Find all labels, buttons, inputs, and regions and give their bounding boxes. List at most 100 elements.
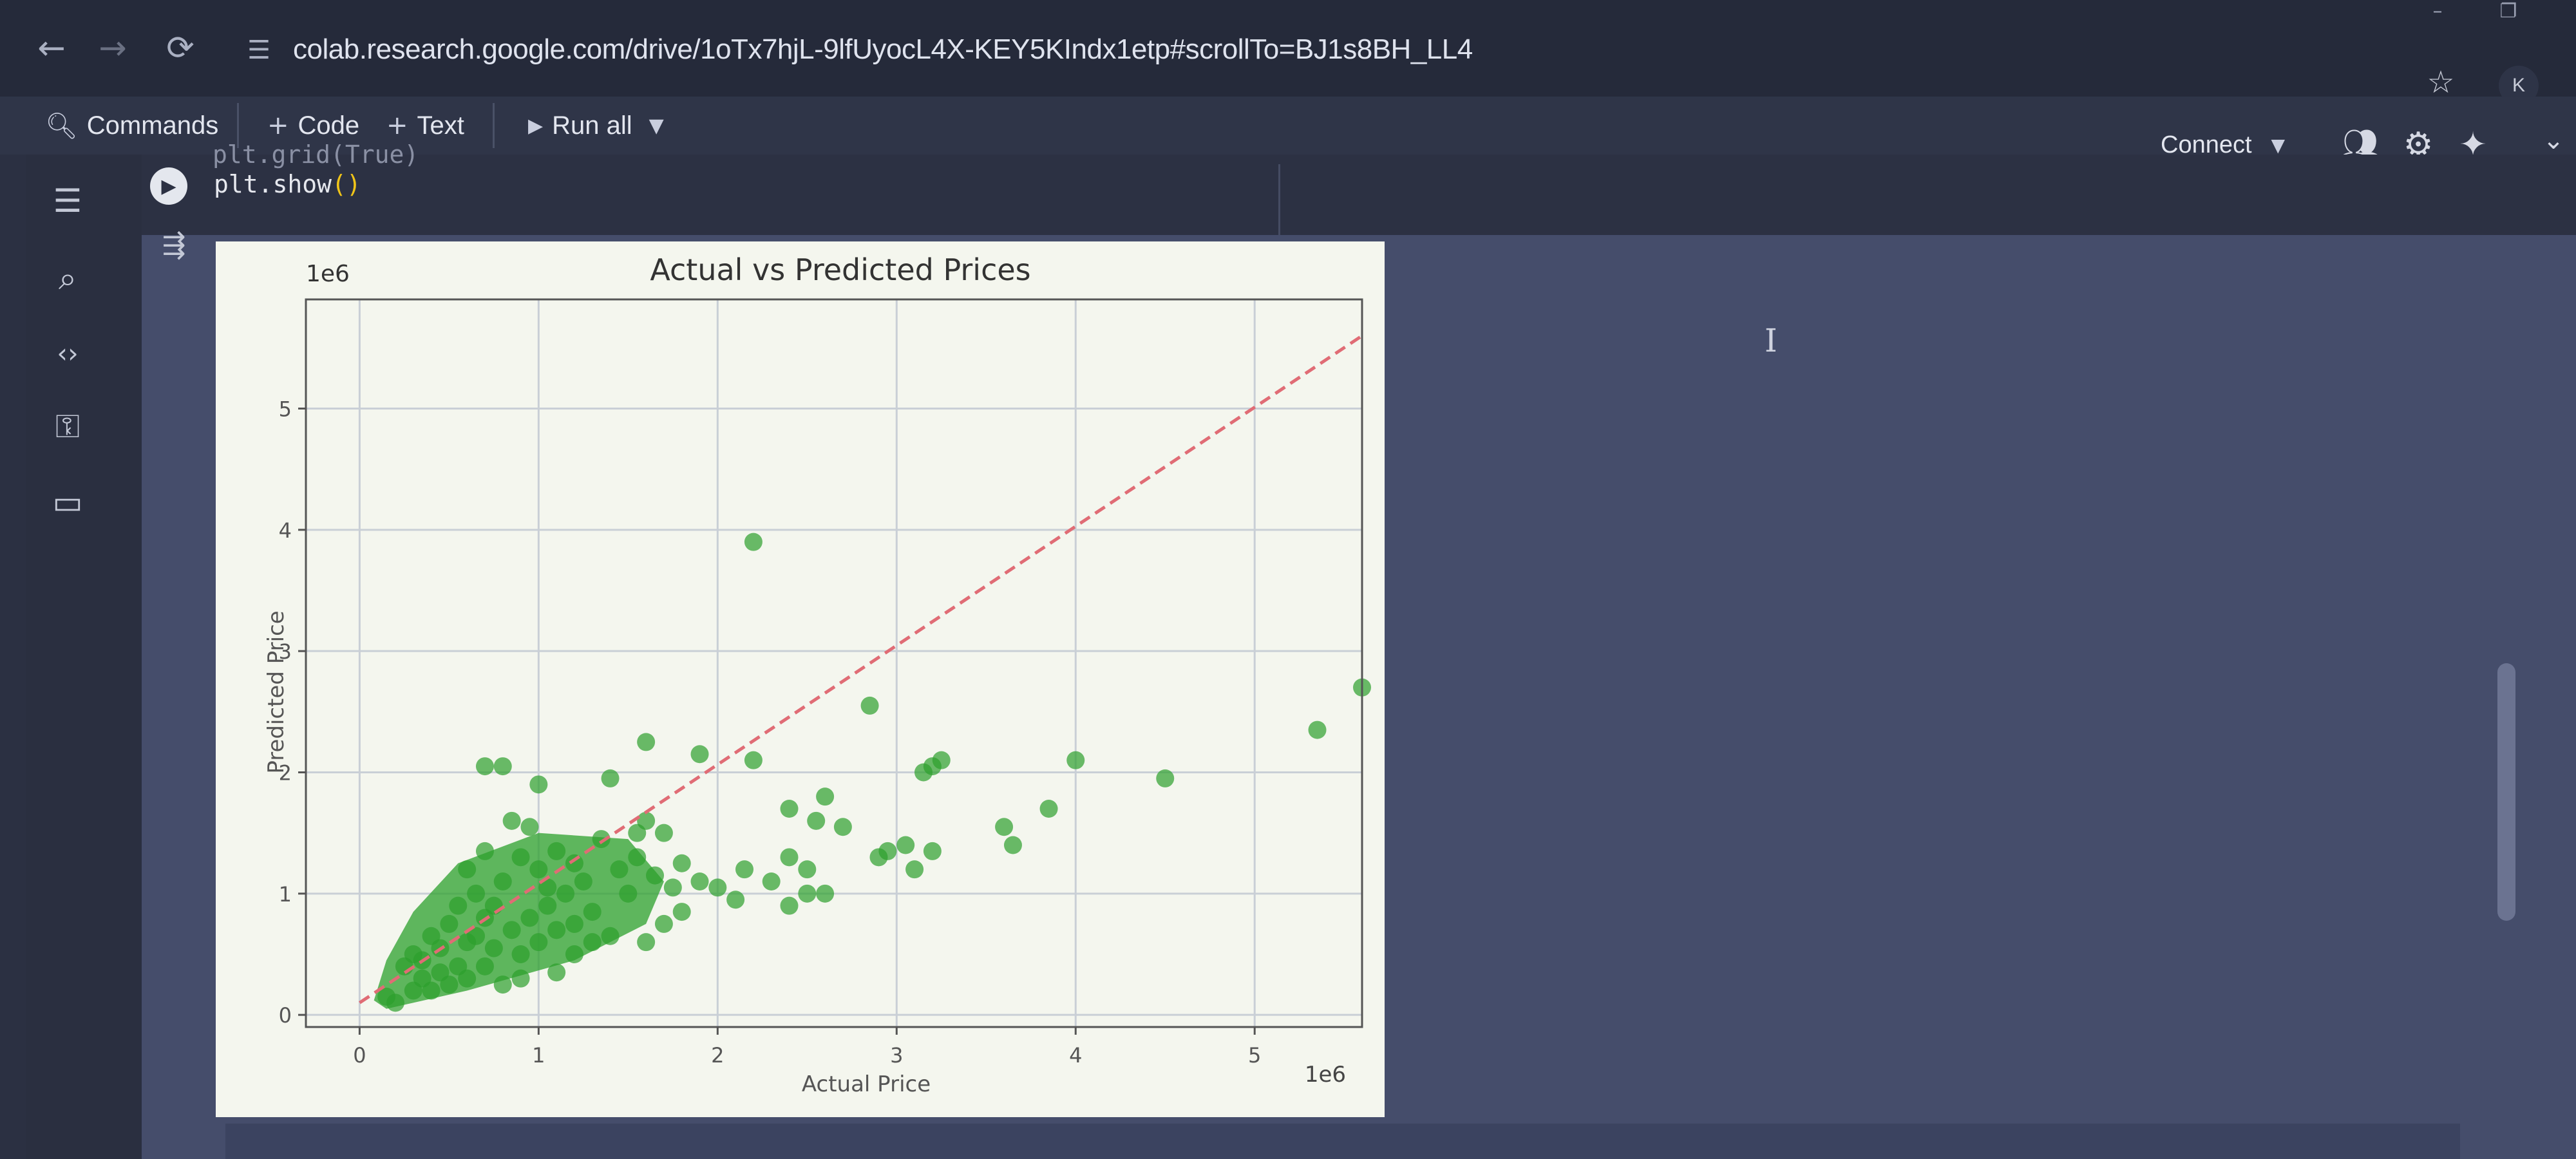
bookmark-star-icon[interactable]: ☆ <box>2427 64 2455 100</box>
data-point <box>780 800 799 818</box>
data-point <box>744 532 762 551</box>
run-all-label: Run all <box>552 111 632 140</box>
data-point <box>583 903 601 921</box>
data-point <box>440 914 459 933</box>
data-point <box>493 872 512 890</box>
data-point <box>511 945 530 963</box>
run-all-button[interactable]: ▶ Run all ▼ <box>528 106 673 145</box>
data-point <box>475 842 494 860</box>
folder-icon[interactable]: ▭ <box>52 484 83 521</box>
data-point <box>762 872 781 890</box>
data-point <box>449 896 468 915</box>
data-point <box>816 787 835 806</box>
key-icon[interactable]: ⚿ <box>55 407 80 445</box>
data-point <box>637 933 656 952</box>
commands-label: Commands <box>86 111 219 140</box>
x-axis-label: Actual Price <box>802 1071 931 1097</box>
find-replace-icon[interactable]: ⌕ <box>59 259 77 297</box>
toolbar-divider <box>493 103 495 148</box>
data-point <box>601 927 620 945</box>
data-point <box>458 860 477 879</box>
data-point <box>395 957 413 975</box>
forward-icon[interactable]: → <box>99 29 127 68</box>
run-cell-button[interactable]: ▶ <box>150 167 187 205</box>
reference-line-layer <box>359 334 1363 1004</box>
data-point <box>610 860 629 879</box>
data-point <box>574 872 592 890</box>
code-label: Code <box>298 111 360 140</box>
data-point <box>744 751 762 769</box>
data-point <box>556 884 575 903</box>
data-point <box>565 914 583 933</box>
data-point <box>493 757 512 776</box>
text-label: Text <box>417 111 464 140</box>
plus-icon: + <box>267 111 289 140</box>
data-point <box>520 909 539 927</box>
data-point <box>529 933 548 952</box>
code-snippets-icon[interactable]: ‹› <box>57 337 79 369</box>
back-icon[interactable]: ← <box>37 29 66 68</box>
x-tick-label: 0 <box>353 1043 366 1068</box>
address-bar-url[interactable]: colab.research.google.com/drive/1oTx7hjL… <box>293 33 1473 65</box>
y-tick-label: 3 <box>279 639 292 664</box>
table-of-contents-icon[interactable]: ☰ <box>53 182 82 220</box>
code-line[interactable]: plt.show() <box>214 170 361 198</box>
text-cursor-icon: I <box>1765 322 1777 359</box>
plot-border <box>305 298 1363 1028</box>
play-icon: ▶ <box>528 114 544 137</box>
data-point <box>816 884 835 903</box>
minimize-icon[interactable]: – <box>2432 0 2443 23</box>
data-point <box>511 848 530 867</box>
data-point <box>896 836 915 854</box>
reload-icon[interactable]: ⟳ <box>166 29 194 68</box>
scrollbar-thumb[interactable] <box>2497 663 2515 921</box>
connect-button[interactable]: Connect ▼ <box>2161 126 2294 164</box>
scatter-chart: Actual vs Predicted Prices 1e6 1e6 Actua… <box>263 252 1371 1097</box>
data-point <box>654 824 673 842</box>
restore-icon[interactable]: ❐ <box>2499 0 2517 23</box>
data-point <box>807 811 826 830</box>
data-point <box>520 818 539 836</box>
chart-title: Actual vs Predicted Prices <box>650 252 1030 287</box>
data-point <box>637 811 656 830</box>
data-point <box>798 884 817 903</box>
data-point <box>484 896 503 915</box>
data-point <box>1308 721 1327 739</box>
data-point <box>619 884 638 903</box>
data-point <box>592 830 611 849</box>
x-tick-label: 3 <box>890 1043 903 1068</box>
data-point <box>654 914 673 933</box>
data-point <box>869 848 888 867</box>
data-point <box>672 903 691 921</box>
data-point <box>538 878 557 897</box>
x-tick-label: 5 <box>1248 1043 1261 1068</box>
ticks-layer: 0 1 2 3 4 5 0 1 2 3 4 5 <box>279 397 1262 1068</box>
add-text-button[interactable]: + Text <box>386 106 464 145</box>
code-text: plt.show <box>214 170 332 198</box>
data-point <box>458 969 477 988</box>
data-point <box>995 818 1014 836</box>
data-point <box>547 921 566 939</box>
y-offset-label: 1e6 <box>306 261 350 287</box>
data-point <box>833 818 852 836</box>
data-point <box>565 945 583 963</box>
chevron-down-icon[interactable]: ▼ <box>649 114 664 137</box>
code-line[interactable]: plt.grid(True) <box>213 140 419 169</box>
data-point <box>377 987 396 1006</box>
output-toggle-icon[interactable]: ⇶ <box>162 229 186 261</box>
add-code-button[interactable]: + Code <box>267 106 359 145</box>
y-tick-label: 5 <box>279 397 292 422</box>
connect-label: Connect <box>2161 131 2252 158</box>
data-point <box>637 733 656 751</box>
code-cell[interactable] <box>142 155 2576 235</box>
reference-line <box>359 334 1363 1004</box>
data-point <box>431 963 450 982</box>
site-info-icon[interactable]: ☰ <box>247 35 270 65</box>
chevron-down-icon[interactable]: ⌄ <box>2543 126 2564 155</box>
chevron-down-icon[interactable]: ▼ <box>2271 134 2286 156</box>
y-tick-label: 0 <box>279 1003 292 1028</box>
commands-button[interactable]: 🔍︎ Commands <box>45 106 218 145</box>
data-point <box>538 896 557 915</box>
data-point <box>708 878 727 897</box>
data-point <box>905 860 924 879</box>
